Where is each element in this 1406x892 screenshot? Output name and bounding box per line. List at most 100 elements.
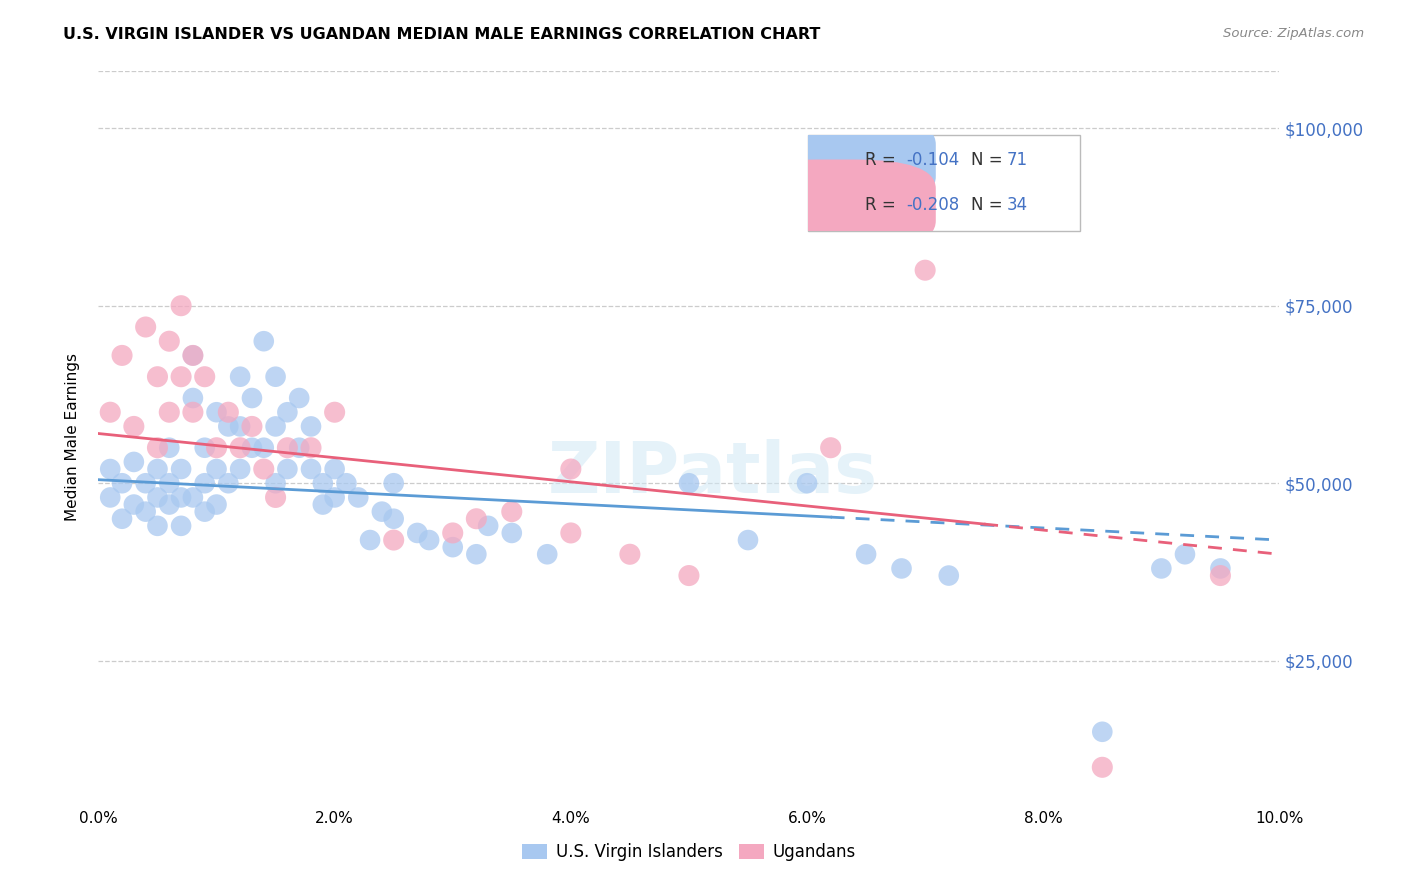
Point — [217, 419, 239, 434]
Point — [678, 568, 700, 582]
Point — [536, 547, 558, 561]
Point — [170, 519, 193, 533]
Point — [264, 476, 287, 491]
Point — [111, 512, 134, 526]
Text: U.S. VIRGIN ISLANDER VS UGANDAN MEDIAN MALE EARNINGS CORRELATION CHART: U.S. VIRGIN ISLANDER VS UGANDAN MEDIAN M… — [63, 27, 821, 42]
Point — [737, 533, 759, 547]
Text: -0.208: -0.208 — [905, 195, 959, 214]
Point — [406, 525, 429, 540]
Point — [382, 533, 405, 547]
Point — [1091, 760, 1114, 774]
Point — [890, 561, 912, 575]
Point — [181, 405, 204, 419]
Point — [240, 391, 263, 405]
Text: -0.104: -0.104 — [905, 152, 959, 169]
Point — [276, 462, 298, 476]
Point — [501, 505, 523, 519]
Point — [135, 476, 157, 491]
Point — [371, 505, 394, 519]
Point — [1209, 561, 1232, 575]
Point — [98, 491, 121, 505]
Point — [276, 441, 298, 455]
Text: R =: R = — [865, 152, 901, 169]
Point — [135, 320, 157, 334]
Point — [938, 568, 960, 582]
Text: N =: N = — [972, 152, 1008, 169]
Point — [1209, 568, 1232, 582]
Point — [157, 405, 180, 419]
Text: N =: N = — [972, 195, 1008, 214]
Point — [205, 441, 228, 455]
Point — [323, 491, 346, 505]
Point — [181, 348, 204, 362]
Point — [820, 441, 842, 455]
Point — [855, 547, 877, 561]
Point — [122, 455, 145, 469]
Point — [146, 519, 169, 533]
Point — [678, 476, 700, 491]
Point — [323, 462, 346, 476]
Point — [323, 405, 346, 419]
Point — [229, 419, 252, 434]
Point — [205, 498, 228, 512]
Point — [253, 334, 276, 349]
Point — [229, 441, 252, 455]
Point — [229, 462, 252, 476]
Point — [359, 533, 381, 547]
Point — [288, 391, 311, 405]
Point — [111, 348, 134, 362]
FancyBboxPatch shape — [737, 160, 936, 250]
Point — [157, 441, 180, 455]
Point — [217, 476, 239, 491]
Point — [796, 476, 818, 491]
Legend: U.S. Virgin Islanders, Ugandans: U.S. Virgin Islanders, Ugandans — [516, 837, 862, 868]
FancyBboxPatch shape — [737, 115, 936, 206]
Point — [382, 476, 405, 491]
Point — [157, 498, 180, 512]
Point — [382, 512, 405, 526]
Point — [560, 525, 582, 540]
Point — [619, 547, 641, 561]
Text: 71: 71 — [1007, 152, 1028, 169]
Point — [276, 405, 298, 419]
Point — [229, 369, 252, 384]
Point — [135, 505, 157, 519]
Point — [477, 519, 499, 533]
Point — [914, 263, 936, 277]
Point — [288, 441, 311, 455]
Point — [181, 491, 204, 505]
Point — [240, 419, 263, 434]
Point — [335, 476, 357, 491]
Point — [347, 491, 370, 505]
Point — [312, 498, 335, 512]
Point — [157, 334, 180, 349]
Point — [194, 369, 217, 384]
Point — [146, 491, 169, 505]
Point — [181, 391, 204, 405]
Point — [299, 462, 322, 476]
Point — [170, 462, 193, 476]
Text: ZIPatlas: ZIPatlas — [547, 439, 877, 508]
Point — [240, 441, 263, 455]
FancyBboxPatch shape — [808, 135, 1080, 231]
Point — [205, 462, 228, 476]
Point — [146, 369, 169, 384]
Point — [465, 512, 488, 526]
Point — [264, 369, 287, 384]
Point — [170, 299, 193, 313]
Point — [194, 476, 217, 491]
Point — [111, 476, 134, 491]
Text: 34: 34 — [1007, 195, 1028, 214]
Point — [312, 476, 335, 491]
Point — [560, 462, 582, 476]
Point — [299, 419, 322, 434]
Point — [146, 441, 169, 455]
Point — [253, 441, 276, 455]
Point — [501, 525, 523, 540]
Text: Source: ZipAtlas.com: Source: ZipAtlas.com — [1223, 27, 1364, 40]
Point — [441, 525, 464, 540]
Point — [194, 505, 217, 519]
Point — [194, 441, 217, 455]
Point — [157, 476, 180, 491]
Point — [441, 540, 464, 554]
